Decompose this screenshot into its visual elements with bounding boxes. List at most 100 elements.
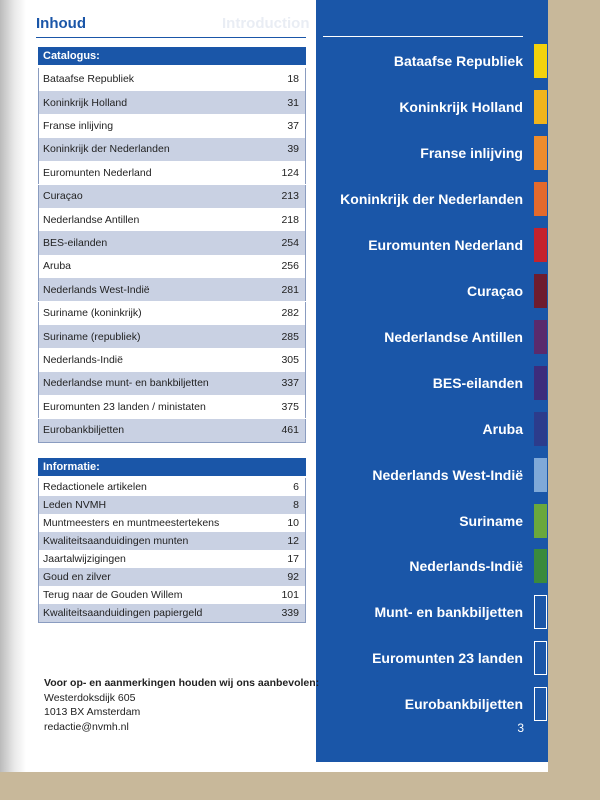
title: Inhoud [36,15,86,32]
table-row: Redactionele artikelen 6 [38,478,306,496]
section-tab [534,319,547,354]
table-row: Aruba 256 [38,254,306,279]
row-label: Redactionele artikelen [43,481,147,493]
table-row: Jaartalwijzigingen 17 [38,550,306,568]
row-label: Jaartalwijzigingen [43,553,126,565]
section-label: Nederlandse Antillen [384,328,523,345]
section-tab [534,365,547,400]
section-label: Euromunten Nederland [368,236,523,253]
row-page: 282 [281,307,299,320]
section-label: Suriname [459,512,523,529]
table-row: Franse inlijving 37 [38,114,306,138]
row-page: 218 [281,213,299,226]
section-label: Munt- en bankbiljetten [374,604,523,621]
row-label: Koninkrijk Holland [43,96,128,109]
table-row: Koninkrijk der Nederlanden 39 [38,137,306,162]
row-page: 285 [281,330,299,343]
table-row: Kwaliteitsaanduidingen munten 12 [38,532,306,550]
row-page: 17 [287,553,299,565]
table-row: Goud en zilver 92 [38,568,306,586]
section-tab [534,503,547,538]
row-page: 461 [281,424,299,437]
table-row: Kwaliteitsaanduidingen papiergeld 339 [38,604,306,622]
section-tab [534,273,547,308]
row-label: Terug naar de Gouden Willem [43,589,183,601]
row-page: 39 [287,143,299,156]
section-tab [534,549,547,584]
table-header: Catalogus: [38,47,306,65]
section-label: Koninkrijk der Nederlanden [340,190,523,207]
table-row: Curaçao 213 [38,184,306,208]
section-label: Euromunten 23 landen [372,650,523,667]
table-row: Bataafse Republiek 18 [38,67,306,91]
section-tab [534,411,547,446]
table-border [38,441,306,443]
row-page: 281 [281,283,299,296]
table-row: Nederlands-Indië 305 [38,348,306,372]
section-label: Nederlands-Indië [409,558,523,575]
row-label: Nederlands West-Indië [43,283,150,296]
table-header: Informatie: [38,458,306,476]
row-page: 213 [281,190,299,203]
row-label: Koninkrijk der Nederlanden [43,143,170,156]
table-row: Nederlands West-Indië 281 [38,278,306,302]
row-label: Euromunten 23 landen / ministaten [43,400,206,413]
row-label: Aruba [43,260,72,273]
section-label: Bataafse Republiek [393,53,523,69]
row-page: 256 [281,260,299,273]
row-label: Goud en zilver [43,571,111,583]
page-number: 3 [517,721,524,735]
section-label: Eurobankbiljetten [404,696,523,713]
row-label: Nederlandse munt- en bankbiljetten [43,377,209,390]
row-page: 101 [281,589,299,601]
table-row: Koninkrijk Holland 31 [38,90,306,115]
section-label: Koninkrijk Holland [399,98,523,115]
row-page: 337 [281,377,299,390]
section-label: Curaçao [466,282,523,299]
row-page: 10 [287,517,299,529]
table-row: Muntmeesters en muntmeestertekens 10 [38,514,306,532]
row-label: BES-eilanden [43,236,108,249]
row-label: Bataafse Republiek [43,73,135,86]
row-label: Eurobankbiljetten [43,424,125,437]
row-label: Nederlandse Antillen [43,213,140,226]
section-tab [534,641,547,676]
section-label: Franse inlijving [420,144,523,161]
row-label: Kwaliteitsaanduidingen munten [43,535,189,547]
row-label: Nederlands-Indië [43,353,123,366]
section-tab [534,227,547,262]
table-border [38,622,306,623]
row-page: 339 [281,607,299,619]
row-page: 375 [281,400,299,413]
table-row: Euromunten Nederland 124 [38,161,306,185]
section-tab [534,135,547,170]
rule [323,36,523,37]
table-row: BES-eilanden 254 [38,231,306,255]
row-page: 18 [287,73,299,86]
contact-line: 1013 BX Amsterdam [44,706,141,718]
table-row: Suriname (koninkrijk) 282 [38,301,306,325]
row-page: 12 [287,535,299,547]
row-label: Leden NVMH [43,499,107,511]
section-tab [534,457,547,492]
section-tab [534,687,547,722]
row-label: Kwaliteitsaanduidingen papiergeld [43,607,203,619]
contact-line: redactie@nvmh.nl [44,720,129,733]
row-label: Curaçao [43,190,83,203]
section-tab [534,44,547,78]
ghost-title: Introduction [222,15,310,32]
row-label: Suriname (koninkrijk) [43,307,142,320]
row-label: Euromunten Nederland [43,166,152,179]
row-page: 305 [281,353,299,366]
rule [36,37,306,38]
row-label: Franse inlijving [43,119,114,132]
contact-line: Westerdoksdijk 605 [44,691,136,704]
section-panel [316,0,548,762]
section-label: Nederlands West-Indië [372,466,523,483]
table-row: Euromunten 23 landen / ministaten 375 [38,395,306,419]
table-row: Nederlandse munt- en bankbiljetten 337 [38,371,306,396]
table-row: Suriname (republiek) 285 [38,324,306,349]
row-label: Suriname (republiek) [43,330,141,343]
table-row: Eurobankbiljetten 461 [38,418,306,442]
